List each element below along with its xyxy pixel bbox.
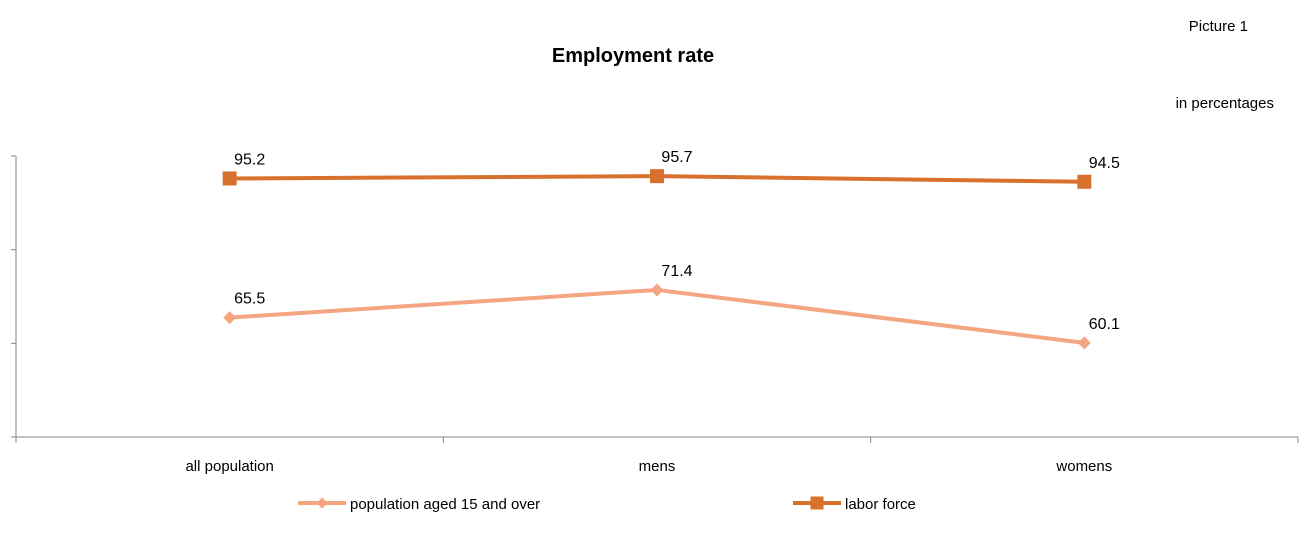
plot-area: all population mens womens 65.5 71.4 60.1 95.2… [11, 149, 1299, 475]
legend-marker [810, 496, 824, 510]
legend-label: population aged 15 and over [350, 496, 540, 513]
data-label: 95.7 [661, 149, 692, 166]
legend-label: labor force [845, 496, 916, 513]
data-label: 94.5 [1089, 155, 1120, 172]
x-tick-label: womens [1055, 458, 1112, 475]
x-tick-label: mens [639, 458, 676, 475]
legend-item: labor force [793, 496, 916, 513]
chart-title: Employment rate [552, 45, 714, 67]
series-group: 95.2 95.7 94.5 [222, 149, 1120, 189]
picture-label: Picture 1 [1189, 18, 1248, 35]
x-tick-label: all population [185, 458, 273, 475]
data-label: 95.2 [234, 151, 265, 168]
series-group: 65.5 71.4 60.1 [223, 263, 1120, 350]
data-point [1077, 174, 1092, 189]
legend-marker [316, 497, 328, 509]
series-line [229, 287, 1085, 345]
legend-item: population aged 15 and over [298, 496, 540, 513]
data-label: 60.1 [1089, 316, 1120, 333]
data-point [650, 283, 664, 297]
data-point [1077, 336, 1091, 350]
data-point [223, 311, 237, 325]
data-point [222, 171, 237, 186]
units-label: in percentages [1176, 95, 1274, 112]
data-label: 65.5 [234, 291, 265, 308]
legend: population aged 15 and over labor force [298, 496, 916, 513]
data-label: 71.4 [661, 263, 692, 280]
data-point [650, 169, 664, 184]
